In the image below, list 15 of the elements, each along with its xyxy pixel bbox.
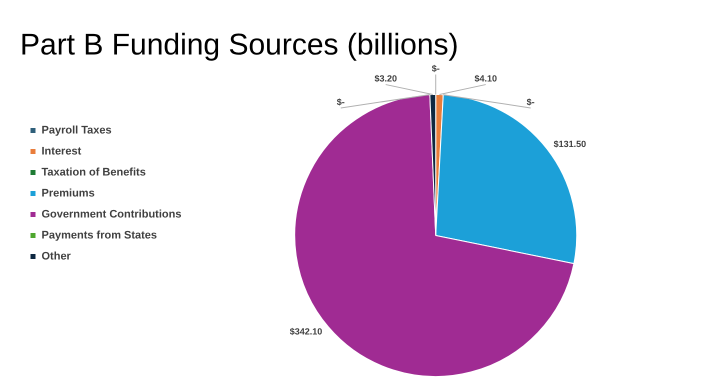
legend-label: Payroll Taxes <box>42 124 112 137</box>
legend-label: Interest <box>42 146 82 158</box>
text: $- <box>432 63 440 74</box>
legend-label: Taxation of Benefits <box>42 166 146 179</box>
legend-label: Premiums <box>42 188 95 200</box>
chart-title: Part B Funding Sources (billions) <box>20 28 459 62</box>
legend-label: Payments from States <box>42 230 158 242</box>
data-label: $3.20 <box>374 74 397 84</box>
data-label: $131.50 <box>554 138 586 149</box>
text: $- <box>336 96 345 107</box>
legend-label: Government Contributions <box>42 208 182 221</box>
data-label: $4.10 <box>474 74 498 84</box>
legend-label: Other <box>42 250 72 263</box>
text: $- <box>526 96 535 107</box>
data-label: $342.10 <box>290 326 322 337</box>
